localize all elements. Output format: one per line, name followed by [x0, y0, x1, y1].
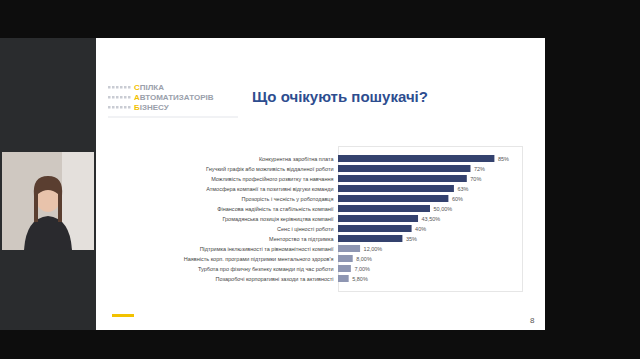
svg-text:СПІЛКА: СПІЛКА — [134, 83, 164, 92]
svg-text:12,00%: 12,00% — [364, 246, 383, 252]
svg-text:Прозорість і чесність у робото: Прозорість і чесність у роботодавця — [241, 196, 333, 202]
svg-text:Гнучкий графік або можливість: Гнучкий графік або можливість віддаленої… — [206, 166, 333, 172]
svg-text:40%: 40% — [415, 226, 426, 232]
svg-text:Наявність корп. програми підтр: Наявність корп. програми підтримки мента… — [184, 256, 334, 262]
svg-text:7,00%: 7,00% — [354, 266, 370, 272]
html-text:Що очікують пошукачі?: Що очікують пошукачі? — [252, 88, 428, 105]
svg-text:Менторство та підтримка: Менторство та підтримка — [269, 236, 334, 242]
svg-text:Конкурентна заробітна плата: Конкурентна заробітна плата — [259, 156, 335, 162]
svg-text:АВТОМАТИЗАТОРІВ: АВТОМАТИЗАТОРІВ — [134, 93, 214, 102]
svg-text:Можливість професійного розвит: Можливість професійного розвитку та навч… — [211, 176, 333, 182]
svg-text:Підтримка інклюзивності та рів: Підтримка інклюзивності та рівноманітнос… — [200, 246, 334, 252]
svg-text:Позаробочі корпоративні заходи: Позаробочі корпоративні заходи та активн… — [216, 276, 334, 282]
svg-text:50,00%: 50,00% — [434, 206, 453, 212]
svg-text:Атмосфера компанії та позитивн: Атмосфера компанії та позитивні відгуки … — [206, 186, 333, 192]
svg-text:БІЗНЕСУ: БІЗНЕСУ — [134, 103, 170, 112]
svg-text:35%: 35% — [406, 236, 417, 242]
html-text:8: 8 — [530, 316, 535, 325]
svg-text:Турбота про фізичну безпеку ко: Турбота про фізичну безпеку команди під … — [198, 266, 334, 272]
svg-text:70%: 70% — [470, 176, 481, 182]
svg-text:72%: 72% — [474, 166, 485, 172]
svg-text:5,80%: 5,80% — [352, 276, 368, 282]
svg-text:Сенс і цінності роботи: Сенс і цінності роботи — [277, 226, 333, 232]
svg-text:43,50%: 43,50% — [422, 216, 441, 222]
svg-text:63%: 63% — [457, 186, 468, 192]
svg-text:Фінансова надійність та стабіл: Фінансова надійність та стабільність ком… — [217, 206, 334, 212]
svg-text:85%: 85% — [498, 156, 509, 162]
svg-text:60%: 60% — [452, 196, 463, 202]
svg-text:Громадянська позиція керівницт: Громадянська позиція керівництва компані… — [222, 216, 334, 222]
svg-text:8,00%: 8,00% — [356, 256, 372, 262]
